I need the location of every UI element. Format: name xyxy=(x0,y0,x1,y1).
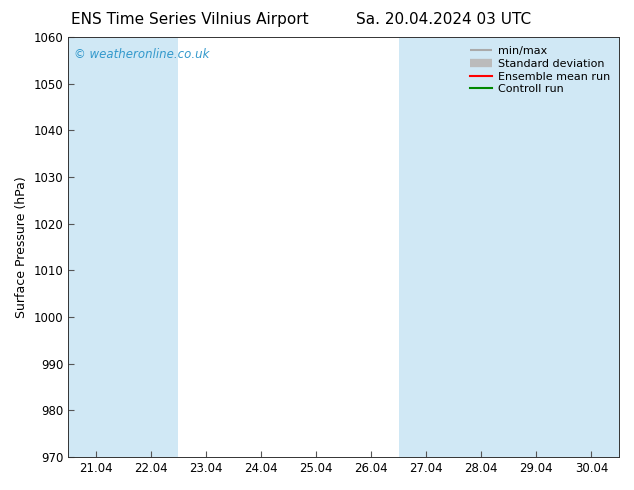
Bar xyxy=(399,37,454,457)
Text: © weatheronline.co.uk: © weatheronline.co.uk xyxy=(74,48,209,61)
Text: ENS Time Series Vilnius Airport: ENS Time Series Vilnius Airport xyxy=(72,12,309,27)
Bar xyxy=(123,37,178,457)
Bar xyxy=(509,37,564,457)
Bar xyxy=(564,37,619,457)
Text: Sa. 20.04.2024 03 UTC: Sa. 20.04.2024 03 UTC xyxy=(356,12,531,27)
Y-axis label: Surface Pressure (hPa): Surface Pressure (hPa) xyxy=(15,176,28,318)
Bar xyxy=(68,37,123,457)
Legend: min/max, Standard deviation, Ensemble mean run, Controll run: min/max, Standard deviation, Ensemble me… xyxy=(467,43,614,98)
Bar xyxy=(454,37,509,457)
